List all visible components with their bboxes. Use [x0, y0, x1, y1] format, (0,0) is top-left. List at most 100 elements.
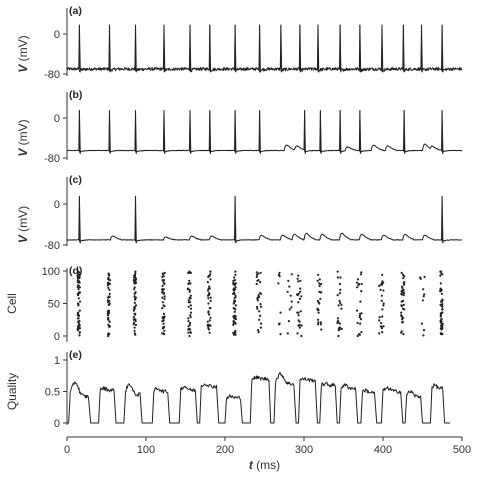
raster-point	[378, 319, 381, 322]
raster-point	[339, 276, 342, 279]
raster-point	[299, 310, 302, 313]
spike-volley-4	[186, 270, 193, 338]
raster-point	[163, 282, 166, 286]
raster-point	[162, 273, 165, 276]
raster-point	[316, 279, 319, 282]
raster-point	[161, 290, 164, 293]
x-axis-symbol: t	[249, 458, 254, 472]
raster-point	[107, 303, 110, 306]
y-axis-title: V (mV)	[16, 119, 30, 156]
y-tick-label: 100	[42, 266, 60, 278]
raster-point	[134, 323, 138, 326]
raster-point	[77, 322, 80, 325]
raster-point	[189, 304, 192, 307]
raster-point	[296, 293, 299, 296]
raster-point	[360, 331, 363, 334]
raster-point	[279, 333, 282, 336]
raster-point	[106, 284, 110, 287]
raster-point	[339, 288, 342, 291]
raster-point	[161, 288, 164, 291]
raster-point	[208, 285, 211, 288]
raster-point	[232, 282, 235, 286]
raster-point	[278, 271, 281, 274]
spike-volley-0	[76, 270, 82, 337]
raster-point	[288, 285, 291, 288]
raster-point	[355, 281, 359, 284]
voltage-trace	[66, 195, 463, 244]
raster-point	[422, 288, 425, 291]
raster-point	[290, 300, 293, 303]
raster-point	[187, 320, 190, 323]
raster-point	[260, 322, 263, 325]
y-tick-label: 0	[54, 199, 60, 211]
raster-point	[162, 312, 165, 315]
raster-point	[76, 302, 79, 305]
raster-point	[400, 290, 403, 293]
raster-point	[380, 321, 383, 325]
panel-b: 0 -80 (b) V (mV)	[16, 89, 463, 165]
raster-point	[257, 294, 260, 297]
raster-point	[208, 331, 211, 334]
raster-point	[300, 334, 303, 338]
raster-point	[209, 273, 212, 276]
x-tick-label: 0	[64, 444, 70, 456]
raster-point	[234, 273, 237, 276]
raster-point	[232, 292, 235, 295]
raster-point	[134, 296, 137, 299]
raster-point	[317, 323, 320, 326]
raster-point	[106, 296, 110, 299]
raster-point	[277, 323, 280, 326]
raster-point	[207, 297, 210, 300]
raster-point	[337, 304, 340, 307]
spike-volley-6	[232, 270, 237, 336]
raster-point	[380, 299, 383, 302]
raster-point	[133, 329, 136, 332]
x-tick-label: 200	[216, 444, 234, 456]
raster-point	[78, 331, 81, 334]
raster-point	[187, 282, 190, 286]
raster-point	[163, 329, 166, 332]
panel-label: (c)	[69, 174, 82, 186]
raster-point	[382, 289, 385, 292]
raster-point	[299, 290, 302, 293]
spike-volley-7	[255, 271, 263, 334]
raster-point	[296, 311, 299, 314]
raster-point	[206, 294, 209, 297]
quality-trace	[67, 371, 451, 424]
raster-point	[161, 284, 164, 287]
raster-point	[133, 288, 136, 291]
raster-point	[259, 292, 262, 295]
y-tick-label: -80	[44, 240, 60, 252]
raster-point	[403, 275, 406, 278]
y-tick-label: 1	[54, 355, 60, 367]
raster-point	[318, 284, 321, 287]
raster-point	[355, 309, 359, 312]
raster-point	[290, 273, 293, 276]
raster-point	[163, 271, 166, 274]
raster-point	[440, 318, 443, 321]
raster-point	[209, 299, 212, 302]
raster-point	[297, 301, 300, 304]
spike-volley-15	[400, 271, 406, 336]
raster-point	[441, 327, 444, 330]
raster-point	[232, 333, 235, 336]
raster-point	[107, 334, 110, 338]
x-axis: 0 100 200 300 400 500 t (ms)	[64, 437, 471, 472]
raster-point	[440, 270, 443, 273]
raster-point	[107, 281, 110, 284]
raster-point	[133, 305, 136, 308]
raster-point	[338, 282, 341, 286]
raster-point	[358, 333, 361, 336]
raster-point	[439, 274, 442, 277]
raster-point	[187, 299, 190, 302]
raster-point	[360, 312, 363, 315]
raster-point	[77, 326, 80, 329]
raster-point	[318, 278, 321, 281]
raster-point	[290, 306, 293, 309]
raster-point	[338, 292, 342, 295]
spike-volley-3	[161, 271, 166, 336]
raster-point	[423, 293, 426, 296]
raster-point	[232, 288, 235, 291]
raster-point	[340, 327, 343, 330]
raster-point	[356, 286, 359, 289]
